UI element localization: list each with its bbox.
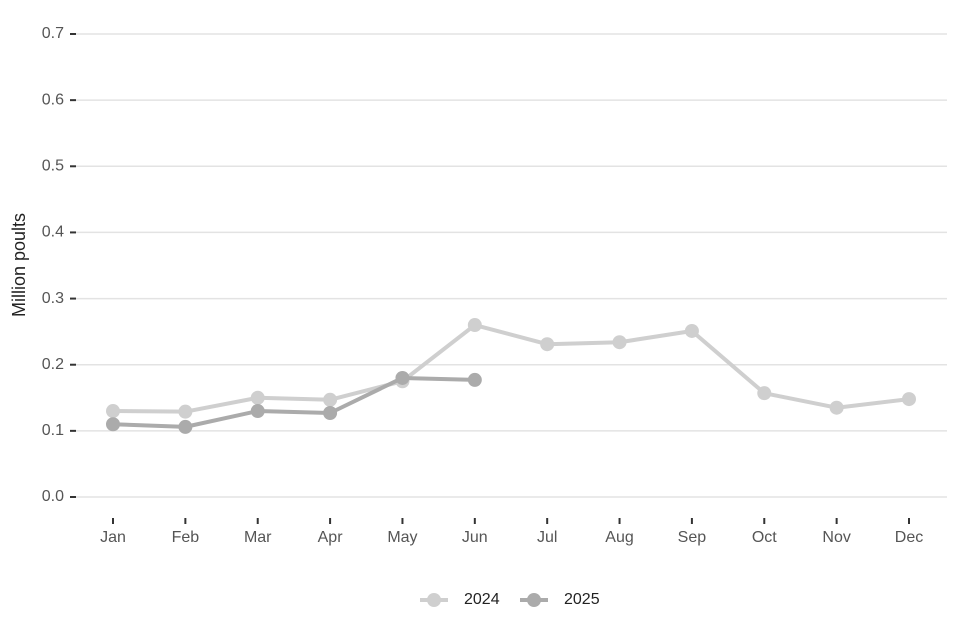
x-tick-label: Sep xyxy=(678,529,707,546)
y-axis-label: Million poults xyxy=(9,213,29,317)
point xyxy=(250,390,265,405)
point xyxy=(178,419,193,434)
y-tick-label: 0.3 xyxy=(42,290,64,307)
y-tick-label: 0.0 xyxy=(42,488,64,505)
x-tick-label: Dec xyxy=(895,529,923,546)
x-tick-label: Oct xyxy=(752,529,777,546)
point xyxy=(106,417,120,432)
x-tick-label: May xyxy=(387,529,417,546)
y-tick-label: 0.6 xyxy=(42,91,64,108)
legend-label: 2025 xyxy=(564,591,600,608)
x-tick-label: Mar xyxy=(244,529,272,546)
point xyxy=(902,392,916,407)
y-tick-label: 0.7 xyxy=(42,25,64,42)
series-line xyxy=(112,323,910,414)
point xyxy=(467,372,482,387)
x-tick-label: Apr xyxy=(318,529,344,546)
legend-label: 2024 xyxy=(464,591,500,608)
y-tick-label: 0.1 xyxy=(42,422,64,439)
point xyxy=(829,400,844,415)
point xyxy=(178,404,193,419)
x-tick-label: Jul xyxy=(537,529,557,546)
legend-marker xyxy=(527,593,541,607)
point xyxy=(612,335,627,350)
y-tick-label: 0.5 xyxy=(42,158,64,175)
point xyxy=(757,386,772,401)
x-tick-label: Nov xyxy=(822,529,850,546)
point xyxy=(540,337,555,352)
x-tick-label: Jun xyxy=(462,529,488,546)
x-tick-label: Feb xyxy=(172,529,200,546)
point xyxy=(250,404,265,419)
y-tick-label: 0.4 xyxy=(42,224,64,241)
series-line xyxy=(112,375,475,429)
point xyxy=(106,404,120,419)
point xyxy=(395,370,410,385)
point xyxy=(684,323,699,338)
x-tick-label: Aug xyxy=(605,529,633,546)
x-tick-label: Jan xyxy=(100,529,126,546)
point xyxy=(467,318,482,333)
y-tick-label: 0.2 xyxy=(42,356,64,373)
legend-marker xyxy=(427,593,441,607)
point xyxy=(323,405,338,420)
point xyxy=(323,392,338,407)
